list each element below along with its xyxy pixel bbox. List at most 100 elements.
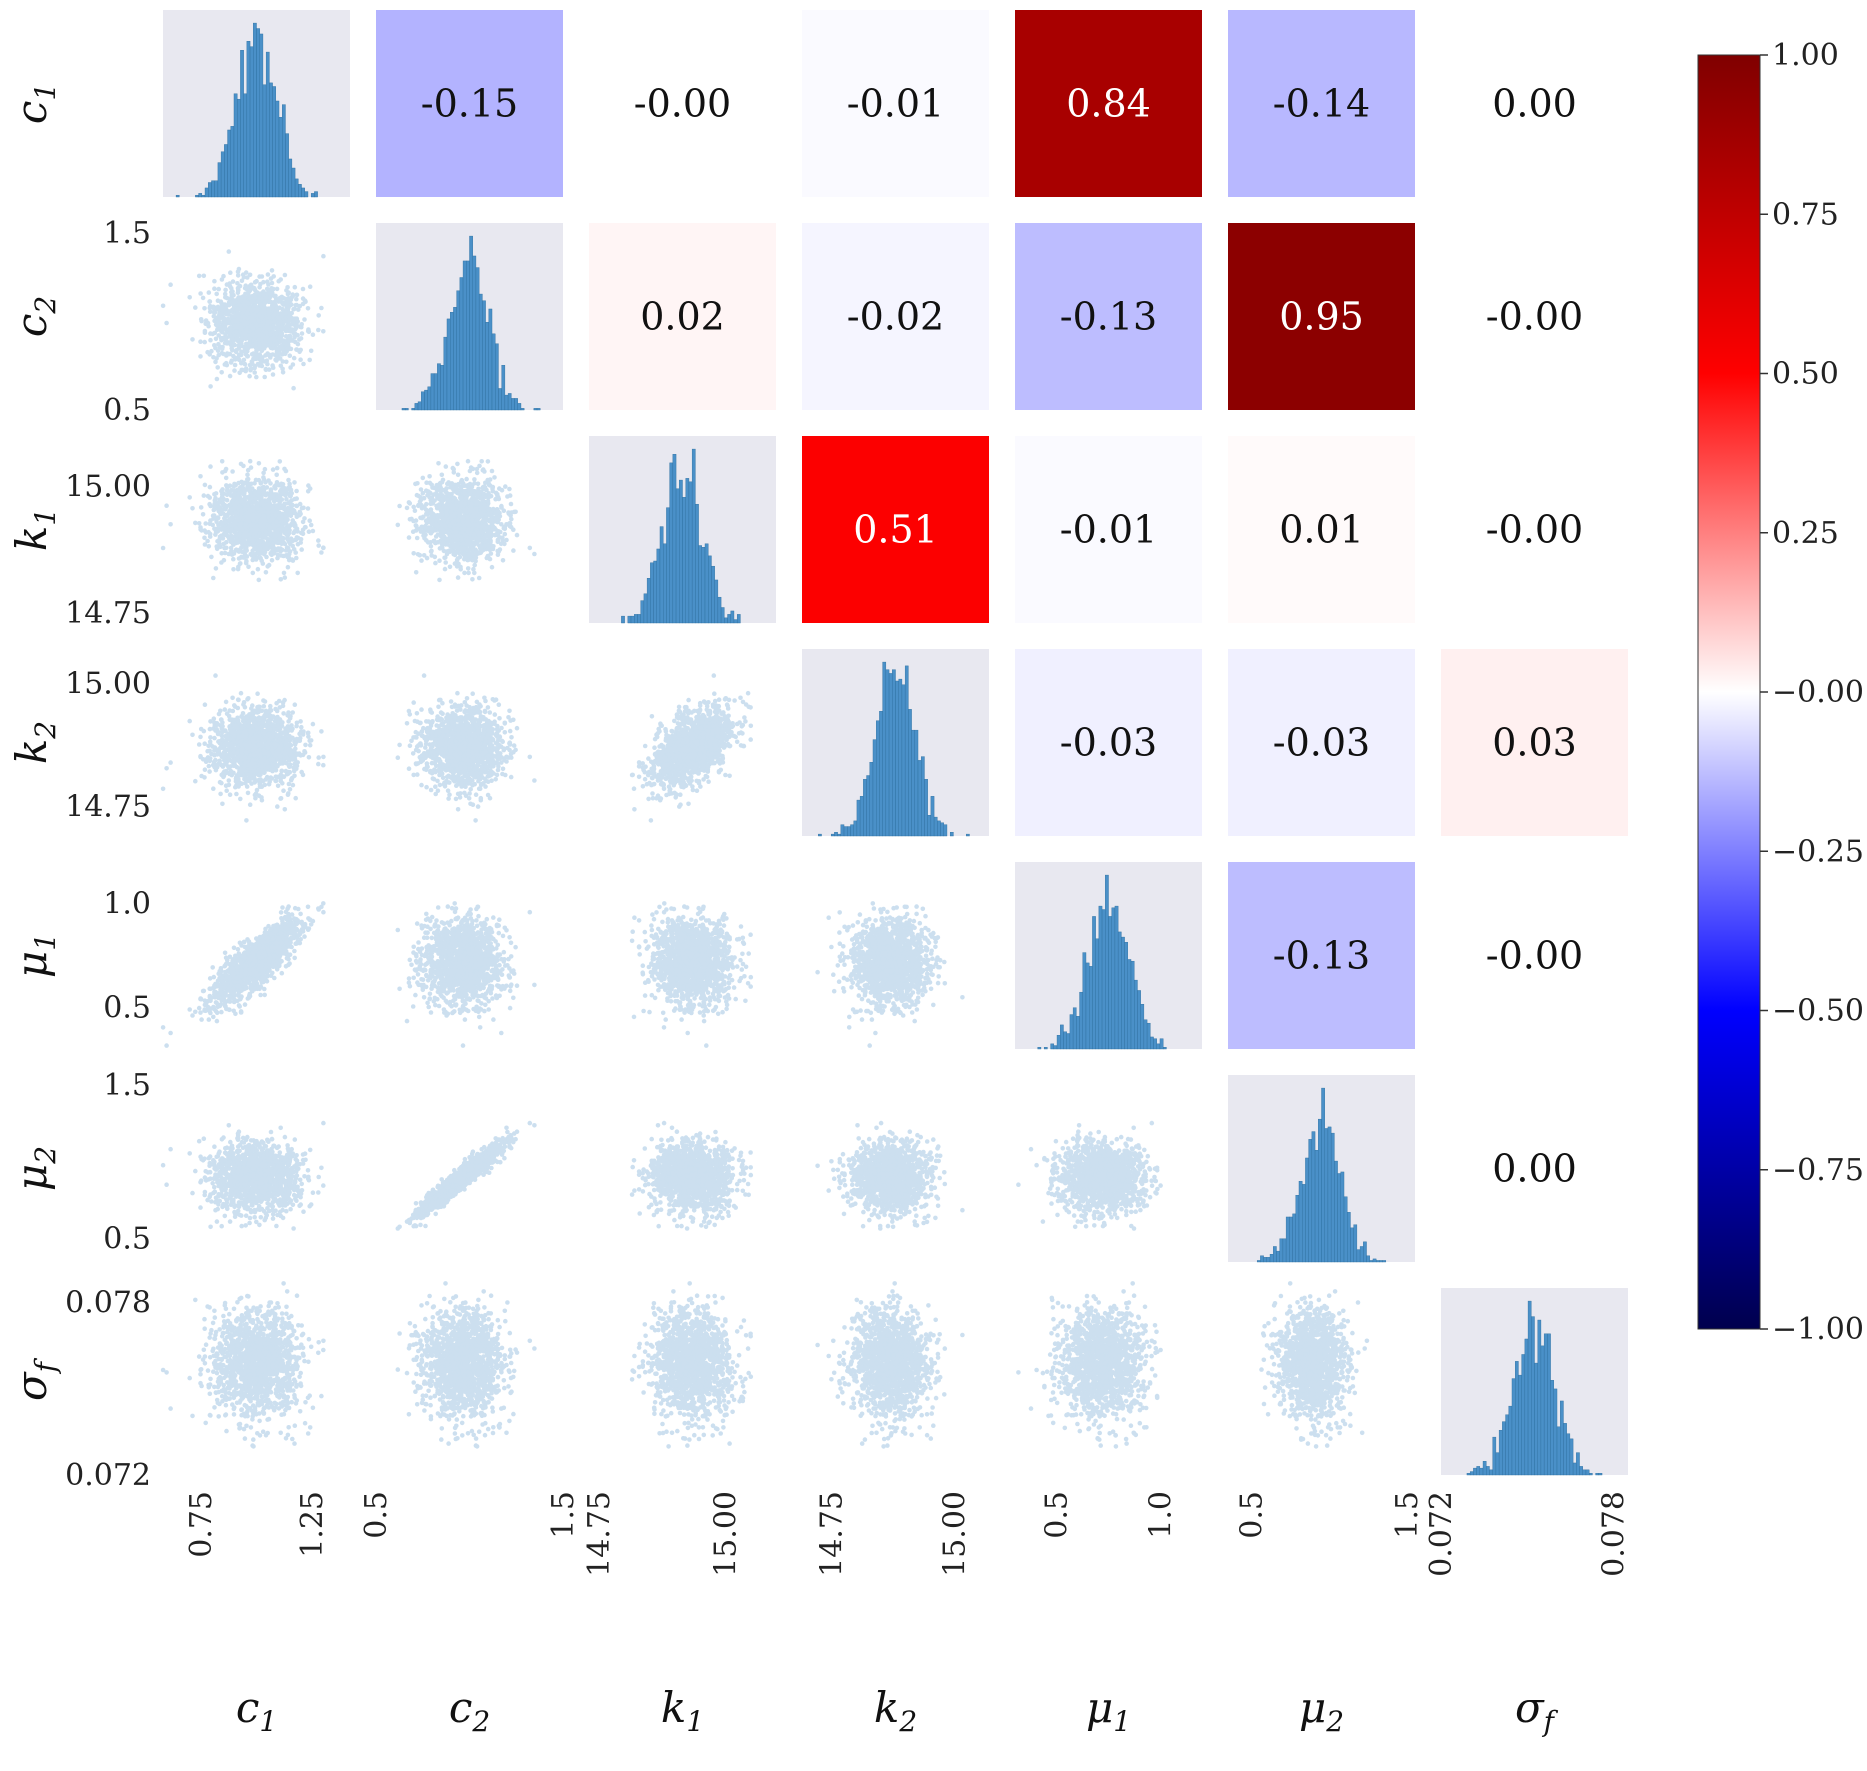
hist-bar xyxy=(231,126,234,197)
sample-point xyxy=(288,353,293,358)
sample-point xyxy=(223,288,228,293)
sample-point xyxy=(225,282,230,287)
hist-bar xyxy=(221,152,224,197)
sample-point xyxy=(240,278,245,283)
sample-point xyxy=(271,287,276,292)
sample-point xyxy=(228,374,233,379)
hist-bar xyxy=(208,183,211,197)
hist-bar xyxy=(195,195,198,197)
sample-point xyxy=(278,277,283,282)
hist-bar xyxy=(311,193,314,197)
corr-value: -0.01 xyxy=(847,82,944,126)
sample-point xyxy=(296,342,301,347)
sample-point xyxy=(198,354,203,359)
hist-bar xyxy=(237,99,240,197)
sample-point xyxy=(203,330,208,335)
sample-point xyxy=(260,274,265,279)
hist-bar xyxy=(285,134,288,197)
sample-point xyxy=(311,332,316,337)
hist-bar xyxy=(298,184,301,197)
hist-bar xyxy=(218,163,221,197)
hist-bar xyxy=(263,85,266,197)
sample-point xyxy=(208,299,213,304)
hist-bar xyxy=(202,195,205,197)
sample-point xyxy=(215,377,220,382)
hist-bar xyxy=(269,83,272,197)
sample-point xyxy=(215,365,220,370)
sample-point xyxy=(216,305,221,310)
hist-bar xyxy=(240,50,243,197)
scatter-c2-vs-c1 xyxy=(161,249,326,390)
sample-point xyxy=(254,375,259,380)
hist-bar xyxy=(266,52,269,197)
corr-value: -0.00 xyxy=(634,82,731,126)
hist-bar xyxy=(205,188,208,197)
sample-point xyxy=(281,370,286,375)
sample-point xyxy=(306,306,311,311)
corr-value: -0.15 xyxy=(421,82,518,126)
hist-bar xyxy=(302,188,305,197)
hist-bar xyxy=(176,195,179,197)
hist-bar xyxy=(244,94,247,197)
pairplot-grid: -0.15 -0.00 -0.01 0.84 -0.14 0.000.02 -0.02 -0.… xyxy=(7,10,1632,1738)
sample-point xyxy=(229,286,234,291)
sample-point xyxy=(256,353,261,358)
sample-point xyxy=(273,294,278,299)
hist-bar xyxy=(276,101,279,197)
hist-bar xyxy=(279,117,282,197)
sample-point xyxy=(214,292,219,297)
sample-point xyxy=(212,286,217,291)
hist-bar xyxy=(224,144,227,197)
hist-bar xyxy=(228,130,231,197)
sample-point xyxy=(232,368,237,373)
hist-bar xyxy=(260,34,263,197)
hist-bar xyxy=(292,168,295,197)
sample-point xyxy=(307,358,312,363)
sample-point xyxy=(202,340,207,345)
sample-point xyxy=(307,330,312,335)
hist-bar xyxy=(247,41,250,197)
sample-point xyxy=(227,249,232,254)
sample-point xyxy=(316,313,321,318)
sample-point xyxy=(233,363,238,368)
hist-bar xyxy=(305,192,308,197)
hist-bar xyxy=(257,29,260,197)
sample-point xyxy=(161,304,166,309)
hist-bar xyxy=(215,181,218,197)
sample-point xyxy=(164,321,169,326)
hist-bar xyxy=(253,23,256,197)
sample-point xyxy=(216,287,221,292)
hist-bar xyxy=(250,47,253,197)
sample-point xyxy=(234,348,239,353)
sample-point xyxy=(198,339,203,344)
hist-bar xyxy=(289,159,292,197)
sample-point xyxy=(208,384,213,389)
corr-value: 0.84 xyxy=(1066,82,1151,126)
hist-bar xyxy=(234,94,237,197)
sample-point xyxy=(202,306,207,311)
sample-point xyxy=(199,317,204,322)
sample-point xyxy=(294,297,299,302)
hist-bar xyxy=(282,105,285,197)
sample-point xyxy=(302,317,307,322)
sample-point xyxy=(252,370,257,375)
sample-point xyxy=(247,374,252,379)
sample-point xyxy=(308,284,313,289)
pairplot-chart: -0.15 -0.00 -0.01 0.84 -0.14 0.000.02 -0.02 -0.… xyxy=(0,0,1867,1771)
sample-point xyxy=(286,347,291,352)
hist-bar xyxy=(273,86,276,197)
hist-bar xyxy=(211,181,214,197)
sample-point xyxy=(220,277,225,282)
sample-point xyxy=(190,337,195,342)
sample-point xyxy=(316,328,321,333)
sample-point xyxy=(292,356,297,361)
sample-point xyxy=(228,270,233,275)
sample-point xyxy=(291,307,296,312)
sample-point xyxy=(271,372,276,377)
hist-bar xyxy=(199,193,202,197)
sample-point xyxy=(208,331,213,336)
sample-point xyxy=(207,290,212,295)
sample-point xyxy=(298,348,303,353)
corr-value: -0.14 xyxy=(1273,82,1370,126)
sample-point xyxy=(197,274,202,279)
